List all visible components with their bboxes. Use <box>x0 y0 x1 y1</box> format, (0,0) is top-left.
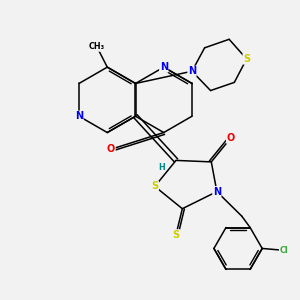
Text: O: O <box>107 144 115 154</box>
Text: S: S <box>243 54 250 64</box>
Text: CH₃: CH₃ <box>89 42 105 51</box>
Text: S: S <box>151 182 158 191</box>
Text: Cl: Cl <box>279 246 288 255</box>
Text: H: H <box>158 163 164 172</box>
Text: N: N <box>75 111 83 121</box>
Text: S: S <box>172 230 180 240</box>
Text: N: N <box>188 66 196 76</box>
Text: N: N <box>160 62 168 72</box>
Text: O: O <box>226 133 235 143</box>
Text: N: N <box>213 187 221 196</box>
